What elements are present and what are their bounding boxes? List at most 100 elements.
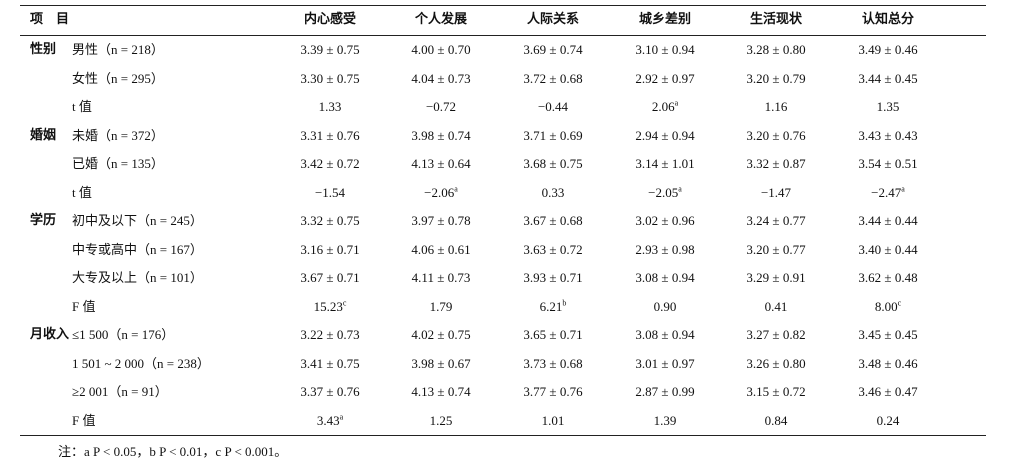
cell: 3.29 ± 0.91: [746, 270, 806, 285]
cell: 2.93 ± 0.98: [635, 241, 695, 257]
row-label: 1 501 ~ 2 000（n = 238）: [72, 355, 210, 371]
cell: 3.01 ± 0.97: [635, 355, 695, 371]
cell: −0.44: [537, 99, 569, 114]
row-label: t 值: [72, 184, 92, 200]
cell: 3.24 ± 0.77: [746, 213, 806, 228]
row-label: t 值: [72, 99, 92, 114]
cell: 3.54 ± 0.51: [858, 156, 918, 171]
cell: 1.25: [429, 412, 453, 428]
cell: 3.46 ± 0.47: [858, 384, 918, 399]
cell: 3.20 ± 0.77: [746, 241, 806, 257]
cell: −2.06a: [424, 185, 458, 201]
significance-mark: a: [674, 98, 679, 108]
row-label: 男性（n = 218）: [72, 42, 164, 57]
row-label: 大专及以上（n = 101）: [72, 270, 203, 285]
cell: 1.35: [876, 99, 900, 114]
cell: 4.06 ± 0.61: [411, 241, 471, 257]
cell: 3.68 ± 0.75: [523, 156, 583, 171]
cell: 4.02 ± 0.75: [411, 327, 471, 342]
cell: 3.20 ± 0.79: [746, 70, 806, 86]
cell: 3.31 ± 0.76: [300, 127, 360, 143]
header-cell: 人际关系: [526, 12, 580, 27]
cell: −2.05a: [648, 185, 682, 201]
cell: 3.48 ± 0.46: [858, 355, 918, 371]
cell: 3.26 ± 0.80: [746, 355, 806, 371]
cell: 4.00 ± 0.70: [411, 42, 471, 57]
header-cell: 认知总分: [861, 12, 915, 27]
cell: 3.32 ± 0.87: [746, 156, 806, 171]
row-label: 初中及以下（n = 245）: [72, 213, 203, 228]
group-label: 婚姻: [30, 127, 57, 143]
cell: 3.44 ± 0.44: [858, 213, 918, 228]
cell-value: −2.05: [648, 184, 679, 200]
cell: 3.32 ± 0.75: [300, 213, 360, 228]
cell-value: 2.06: [651, 99, 675, 114]
cell: 4.04 ± 0.73: [411, 70, 471, 86]
significance-mark: a: [678, 184, 682, 194]
cell: 3.15 ± 0.72: [746, 384, 806, 399]
row-label: 女性（n = 295）: [72, 70, 164, 86]
cell: 3.71 ± 0.69: [523, 127, 583, 143]
header-cell: 城乡差别: [638, 12, 692, 27]
header-cell: 内心感受: [303, 12, 357, 27]
cell: 3.28 ± 0.80: [746, 42, 806, 57]
cell: 3.73 ± 0.68: [523, 355, 583, 371]
cell-value: 15.23: [313, 298, 343, 314]
cell: 3.39 ± 0.75: [300, 42, 360, 57]
cell: 3.69 ± 0.74: [523, 42, 583, 57]
cell: 3.22 ± 0.73: [300, 327, 360, 342]
cell: 4.13 ± 0.74: [411, 384, 471, 399]
cell: 3.40 ± 0.44: [858, 241, 918, 257]
row-label: 中专或高中（n = 167）: [72, 241, 203, 257]
cell: 1.16: [764, 99, 788, 114]
cell: 0.90: [653, 298, 677, 314]
cell: 8.00c: [875, 299, 901, 315]
significance-mark: b: [562, 298, 567, 308]
cell: 3.45 ± 0.45: [858, 327, 918, 342]
cell: 3.16 ± 0.71: [300, 241, 360, 257]
row-label: 已婚（n = 135）: [72, 156, 164, 171]
cell: 3.10 ± 0.94: [635, 42, 695, 57]
cell: 3.43 ± 0.43: [858, 127, 918, 143]
significance-mark: c: [342, 298, 347, 308]
cell-value: −2.47: [871, 184, 902, 200]
cell: 2.92 ± 0.97: [635, 70, 695, 86]
cell: 3.02 ± 0.96: [635, 213, 695, 228]
significance-mark: a: [454, 184, 458, 194]
row-label: 未婚（n = 372）: [72, 127, 164, 143]
cell: 6.21b: [540, 299, 567, 315]
cell: 3.67 ± 0.68: [523, 213, 583, 228]
cell: 3.49 ± 0.46: [858, 42, 918, 57]
cell: 0.41: [764, 298, 788, 314]
cell: 3.43a: [317, 413, 343, 429]
group-label: 性别: [30, 42, 57, 57]
cell-value: 3.43: [316, 412, 340, 428]
row-label: ≥2 001（n = 91）: [72, 384, 168, 399]
cell: 2.06a: [652, 99, 678, 115]
cell: 3.93 ± 0.71: [523, 270, 583, 285]
cell: 4.11 ± 0.73: [411, 270, 471, 285]
cell: 3.97 ± 0.78: [411, 213, 471, 228]
cell: 1.01: [541, 412, 565, 428]
cell: 0.84: [764, 412, 788, 428]
cell: 0.24: [876, 412, 900, 428]
top-rule: [20, 5, 986, 6]
cell: 2.94 ± 0.94: [635, 127, 695, 143]
cell: 4.13 ± 0.64: [411, 156, 471, 171]
cell: 3.77 ± 0.76: [523, 384, 583, 399]
cell: 1.39: [653, 412, 677, 428]
cell: 3.41 ± 0.75: [300, 355, 360, 371]
cell: 3.27 ± 0.82: [746, 327, 806, 342]
cell: 3.98 ± 0.74: [411, 127, 471, 143]
cell: 3.08 ± 0.94: [635, 270, 695, 285]
cell: 3.20 ± 0.76: [746, 127, 806, 143]
header-cell: 生活现状: [749, 12, 803, 27]
cell: 3.30 ± 0.75: [300, 70, 360, 86]
bottom-rule: [20, 435, 986, 436]
cell: 1.79: [429, 298, 453, 314]
cell: 3.37 ± 0.76: [300, 384, 360, 399]
header-cell: 个人发展: [414, 12, 468, 27]
cell-value: −2.06: [424, 184, 455, 200]
significance-mark: a: [901, 184, 905, 194]
